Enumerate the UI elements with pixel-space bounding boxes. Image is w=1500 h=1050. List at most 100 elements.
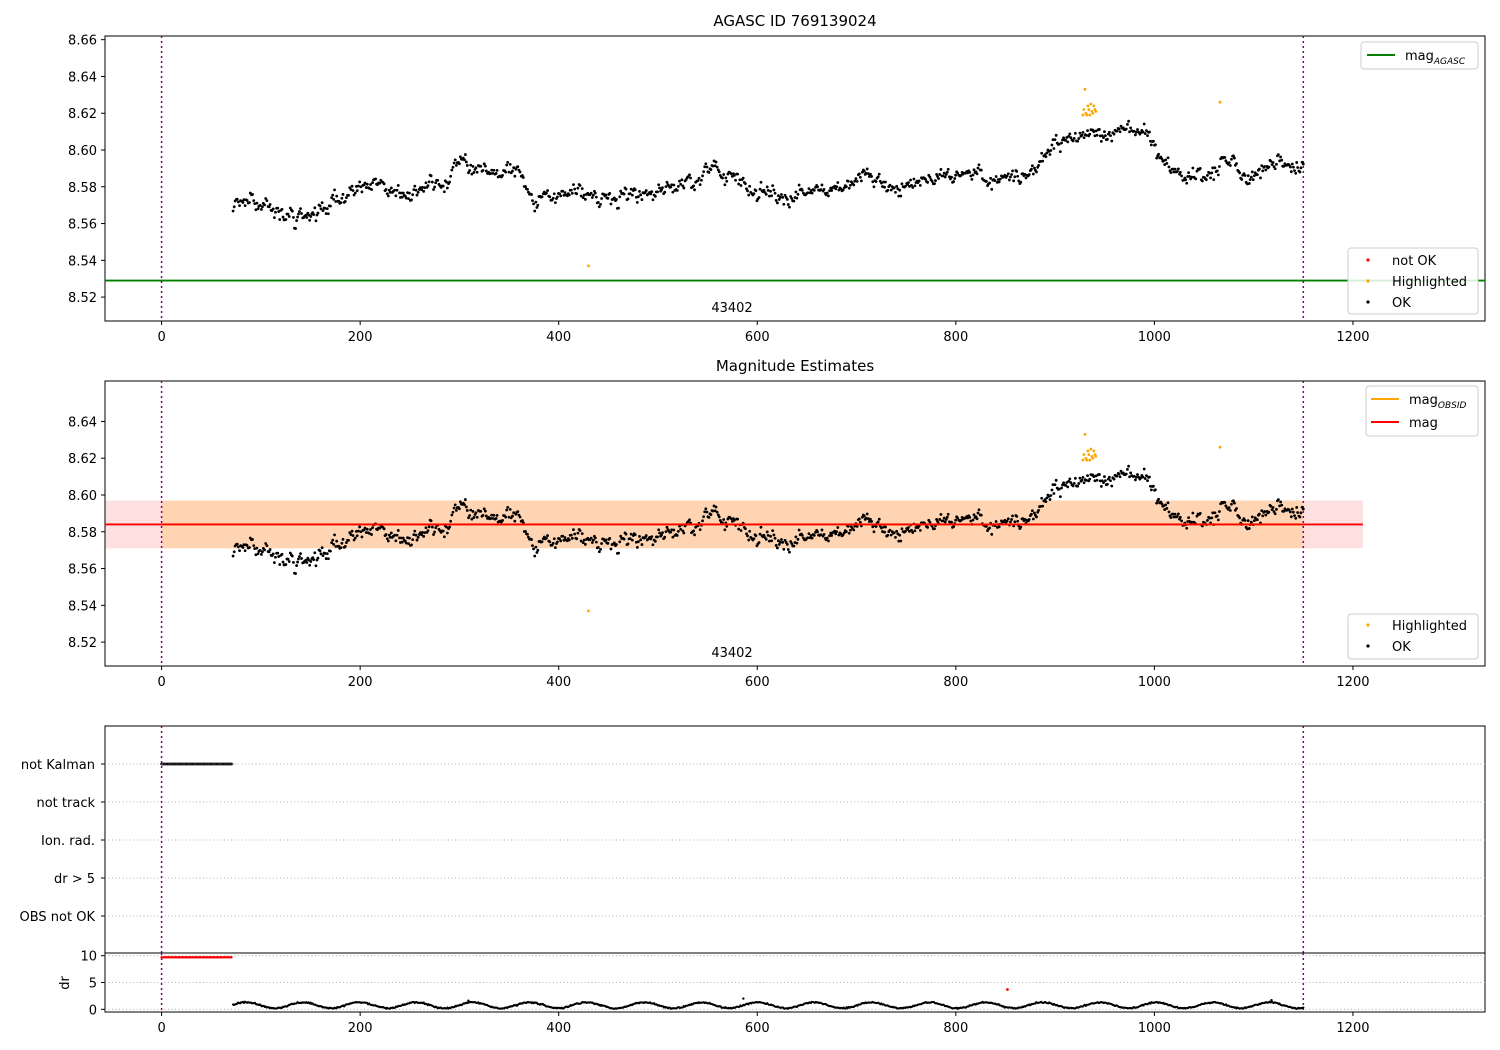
ok-point [231,554,235,558]
ok-point [688,518,691,522]
legend-marker [1366,258,1370,262]
ok-point [606,541,610,545]
ok-point [969,174,973,178]
ok-point [313,206,317,210]
ok-point [1098,479,1102,483]
ok-point [820,183,824,187]
ok-point [463,158,466,162]
ok-point [1157,152,1160,156]
ok-point [583,542,587,546]
y-tick-label: 5 [89,977,97,992]
obsid-annotation: 43402 [711,646,752,661]
ok-point [776,539,780,543]
legend-label: Highlighted [1392,619,1467,634]
ok-point [624,187,628,191]
ok-point [930,524,934,528]
ok-point [764,537,768,541]
ok-point [575,192,579,196]
ok-point [445,525,448,529]
ok-point [243,549,247,552]
ok-point [819,188,823,192]
x-tick-label: 600 [745,330,770,345]
ok-point [318,549,322,553]
ok-point [507,170,511,174]
ok-point [822,533,826,536]
ok-point [530,193,533,196]
ok-point [424,526,428,530]
ok-point [504,515,508,519]
ok-point [343,200,347,203]
ok-point [881,530,884,533]
ok-point [1117,472,1121,476]
ok-point [759,525,763,529]
ok-point [651,198,655,202]
ok-point [1030,512,1033,516]
ok-point [816,185,819,189]
ok-point [295,219,299,222]
ok-point [711,164,715,168]
ok-point [287,560,291,563]
ok-point [471,165,475,168]
ok-point [1230,157,1233,161]
ok-point [1295,506,1299,509]
ok-point [703,165,707,169]
ok-point [1178,515,1182,519]
ok-point [671,190,675,194]
ok-point [839,532,843,536]
ok-point [321,554,325,558]
ok-point [1155,501,1159,505]
highlighted-point [1092,449,1096,453]
ok-point [271,207,275,211]
ok-point [736,172,740,176]
ok-point [507,515,511,519]
ok-point [1039,160,1042,163]
ok-point [345,196,348,200]
x-tick-label: 1200 [1336,675,1369,690]
ok-point [1102,136,1105,140]
highlighted-point [1094,454,1098,458]
ok-point [551,196,555,200]
ok-point [952,525,956,528]
legend-label: magAGASC [1405,49,1466,67]
ok-point [617,551,620,555]
ok-point [297,557,300,561]
ok-point [255,201,259,205]
ok-point [1191,511,1195,515]
ok-point [771,529,775,533]
ok-point [698,528,702,532]
ok-point [837,533,841,537]
ok-point [1119,124,1123,128]
ok-point [770,194,774,198]
ok-point [608,191,612,195]
ok-point [855,179,859,183]
ok-point [533,209,537,213]
ok-point [747,538,751,542]
ok-point [236,545,240,549]
ok-point [511,514,514,518]
ok-point [606,196,610,200]
ok-point [721,176,724,180]
ok-point [559,539,563,543]
ok-point [713,509,717,513]
ok-point [1071,484,1075,488]
ok-point [1293,169,1296,172]
ok-point [463,498,467,501]
ok-point [562,193,566,197]
ok-point [1015,514,1019,518]
ok-point [530,538,533,541]
ok-point [553,201,557,205]
ok-point [1163,508,1167,511]
ok-point [599,548,602,551]
ok-point [1155,156,1159,160]
ok-point [354,184,358,188]
ok-point [421,185,424,189]
ok-point [562,538,566,542]
ok-point [1176,515,1179,518]
ok-point [1106,137,1109,141]
ok-point [312,558,316,561]
ok-point [1072,136,1076,140]
ok-point [334,545,338,548]
ok-point [360,190,364,194]
ok-point [1213,166,1217,170]
ok-point [264,197,268,200]
